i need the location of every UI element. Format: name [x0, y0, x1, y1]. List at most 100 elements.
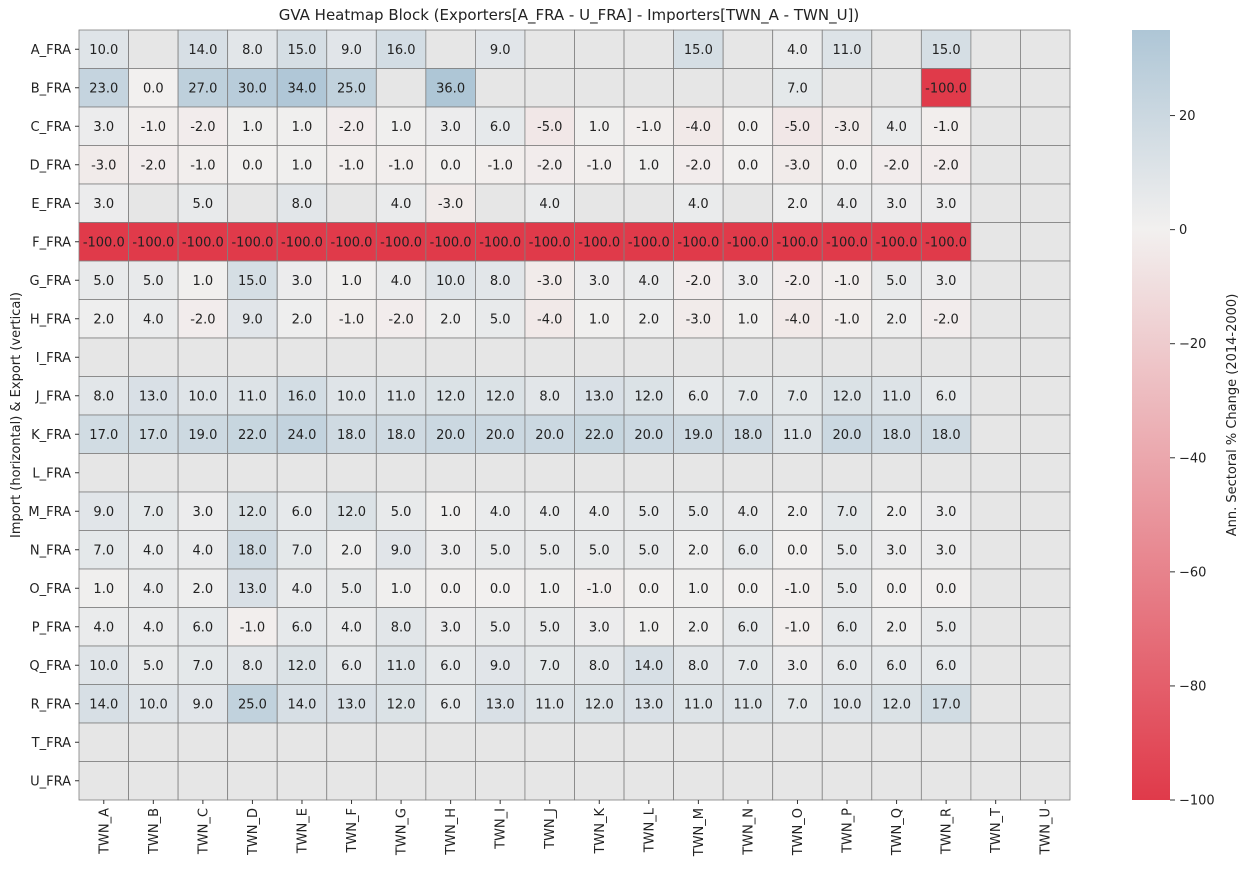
heatmap-cell: [920, 607, 972, 647]
heatmap-cell: [871, 222, 922, 262]
heatmap-cell: [227, 260, 278, 300]
cell-value-label: 6.0: [936, 389, 957, 404]
heatmap-cell: [970, 684, 1021, 724]
cell-value-label: 9.0: [490, 659, 511, 674]
heatmap-cell: [920, 68, 972, 108]
cell-value-label: 1.0: [589, 120, 610, 135]
cell-value-label: -2.0: [388, 312, 413, 327]
cell-value-label: 5.0: [341, 582, 362, 597]
heatmap-cell: [772, 68, 823, 108]
heatmap-cell: [1020, 453, 1071, 493]
heatmap-cell: [375, 530, 427, 570]
cell-value-label: -100.0: [925, 81, 967, 96]
row-tick-label: O_FRA: [29, 582, 71, 597]
cell-value-label: -2.0: [190, 120, 215, 135]
cell-value-label: 6.0: [738, 543, 759, 558]
cell-value-label: 20.0: [634, 428, 663, 443]
cell-value-label: 4.0: [93, 620, 114, 635]
cell-value-label: 20.0: [535, 428, 564, 443]
heatmap-cell: [574, 68, 625, 108]
cell-value-label: 13.0: [585, 389, 614, 404]
cell-value-label: -2.0: [785, 274, 810, 289]
cell-value-label: 1.0: [738, 312, 759, 327]
cell-value-label: 1.0: [242, 120, 263, 135]
heatmap-cell: [524, 299, 575, 339]
heatmap-cell: [722, 761, 774, 801]
heatmap-cell: [1020, 376, 1071, 416]
heatmap-cell: [970, 607, 1021, 647]
cell-value-label: 11.0: [882, 389, 911, 404]
cell-value-label: 25.0: [337, 81, 366, 96]
cell-value-label: -1.0: [388, 158, 413, 173]
heatmap-cell: [970, 106, 1021, 146]
cell-value-label: -5.0: [785, 120, 810, 135]
cell-value-label: 5.0: [936, 620, 957, 635]
cell-value-label: 5.0: [490, 543, 511, 558]
cell-value-label: 20.0: [436, 428, 465, 443]
heatmap-cell: [177, 684, 229, 724]
heatmap-cell: [871, 145, 922, 185]
cell-value-label: 1.0: [193, 274, 214, 289]
cell-value-label: 12.0: [585, 697, 614, 712]
cell-value-label: 27.0: [188, 81, 217, 96]
cell-value-label: 2.0: [292, 312, 313, 327]
cell-value-label: 3.0: [292, 274, 313, 289]
row-tick-label: J_FRA: [35, 389, 71, 404]
heatmap-cell: [574, 376, 625, 416]
heatmap-cell: [375, 106, 427, 146]
colorbar-tick-label: −40: [1179, 451, 1206, 466]
column-tick-label: TWN_J: [543, 808, 558, 850]
column-tick-labels: TWN_A TWN_B TWN_C TWN_D TWN_E TWN_F TWN_G TWN_H…: [97, 800, 1054, 857]
heatmap-cell: [375, 145, 427, 185]
cell-value-label: 7.0: [787, 697, 808, 712]
cell-value-label: -100.0: [727, 235, 769, 250]
colorbar-tick-label: 0: [1179, 223, 1187, 238]
heatmap-cell: [524, 684, 575, 724]
cell-value-label: 3.0: [193, 505, 214, 520]
heatmap-cell: [722, 183, 774, 223]
heatmap-cell: [276, 222, 328, 262]
heatmap-cell: [821, 607, 873, 647]
heatmap-cell: [574, 183, 625, 223]
cell-value-label: 5.0: [589, 543, 610, 558]
cell-value-label: 4.0: [738, 505, 759, 520]
heatmap-cell: [920, 299, 972, 339]
cell-value-label: 15.0: [932, 43, 961, 58]
heatmap-cell: [375, 376, 427, 416]
cell-value-label: -1.0: [141, 120, 166, 135]
cell-value-label: 4.0: [688, 197, 709, 212]
heatmap-cell: [1020, 337, 1071, 377]
heatmap-cell: [722, 29, 774, 69]
row-tick-label: F_FRA: [32, 235, 71, 250]
heatmap-cell: [970, 568, 1021, 608]
heatmap-cell: [722, 260, 774, 300]
heatmap-cell: [623, 222, 674, 262]
heatmap-cell: [128, 222, 179, 262]
cell-value-label: 2.0: [193, 582, 214, 597]
cell-value-label: 2.0: [787, 197, 808, 212]
cell-value-label: 11.0: [783, 428, 812, 443]
cell-value-label: 8.0: [242, 659, 263, 674]
row-tick-label: Q_FRA: [29, 659, 71, 674]
heatmap-cell: [970, 530, 1021, 570]
heatmap-cell: [574, 761, 625, 801]
heatmap-cell: [474, 337, 526, 377]
cell-value-label: -100.0: [83, 235, 125, 250]
heatmap-cell: [78, 645, 129, 685]
heatmap-cell: [276, 106, 328, 146]
cell-value-label: -2.0: [933, 158, 958, 173]
cell-value-label: -100.0: [281, 235, 323, 250]
cell-value-label: 12.0: [387, 697, 416, 712]
heatmap-cell: [177, 376, 229, 416]
heatmap-cell: [326, 645, 377, 685]
cell-value-label: 3.0: [589, 620, 610, 635]
cell-value-label: 5.0: [193, 197, 214, 212]
column-tick-label: TWN_H: [444, 808, 459, 856]
heatmap-cell: [772, 222, 823, 262]
heatmap-cell: [970, 222, 1021, 262]
heatmap-cell: [474, 722, 526, 762]
cell-value-label: 11.0: [833, 43, 862, 58]
cell-value-label: 9.0: [391, 543, 412, 558]
heatmap-cell: [623, 145, 674, 185]
